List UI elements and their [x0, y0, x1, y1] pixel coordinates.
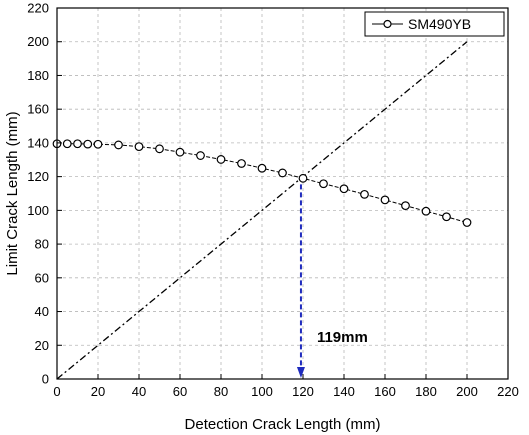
- y-tick-label: 200: [27, 34, 49, 49]
- x-axis-ticks: 0 20 40 60 80 100 120 140 160 180 200 220: [53, 374, 519, 399]
- reference-line: [56, 41, 468, 380]
- y-tick-label: 220: [27, 1, 49, 16]
- x-tick-label: 140: [333, 384, 355, 399]
- x-tick-label: 220: [497, 384, 519, 399]
- data-point: [278, 168, 287, 178]
- data-point: [462, 218, 472, 227]
- data-point: [298, 173, 308, 183]
- y-tick-label: 40: [35, 304, 49, 319]
- data-point: [421, 206, 431, 216]
- data-point: [216, 155, 226, 164]
- y-tick-label: 100: [27, 203, 49, 218]
- data-point: [62, 139, 72, 149]
- y-tick-label: 20: [35, 338, 49, 353]
- y-axis-title: Limit Crack Length (mm): [4, 111, 21, 275]
- x-tick-label: 0: [53, 384, 60, 399]
- data-point: [339, 184, 349, 194]
- x-tick-label: 100: [251, 384, 273, 399]
- y-tick-label: 180: [27, 68, 49, 83]
- data-point: [114, 140, 123, 150]
- y-tick-label: 80: [35, 237, 49, 252]
- data-point: [442, 212, 451, 222]
- plot-frame: [56, 7, 509, 380]
- x-tick-label: 80: [214, 384, 228, 399]
- data-point: [93, 139, 103, 149]
- data-point: [175, 147, 185, 157]
- y-tick-label: 120: [27, 169, 49, 184]
- legend-marker: [383, 19, 392, 29]
- x-tick-label: 60: [173, 384, 187, 399]
- series-markers: [52, 139, 472, 227]
- x-tick-label: 160: [374, 384, 396, 399]
- x-tick-label: 40: [132, 384, 146, 399]
- data-point: [257, 163, 267, 173]
- x-tick-label: 180: [415, 384, 437, 399]
- y-tick-label: 160: [27, 102, 49, 117]
- y-tick-label: 0: [42, 372, 49, 387]
- data-point: [319, 179, 328, 189]
- data-point: [83, 139, 93, 149]
- data-point: [237, 159, 246, 168]
- x-tick-label: 200: [456, 384, 478, 399]
- intersection-arrowhead: [296, 367, 305, 378]
- legend: SM490YB: [364, 11, 505, 37]
- data-point: [134, 142, 144, 152]
- legend-label: SM490YB: [408, 16, 471, 32]
- data-point: [196, 151, 205, 160]
- data-point: [401, 201, 410, 211]
- y-tick-label: 140: [27, 135, 49, 150]
- y-tick-label: 60: [35, 270, 49, 285]
- y-axis-ticks: 0 20 40 60 80 100 120 140 160 180 200 220: [27, 1, 62, 387]
- intersection-label: 119mm: [317, 329, 368, 346]
- data-point: [360, 189, 369, 199]
- grid: [57, 8, 508, 379]
- x-axis-title: Detection Crack Length (mm): [185, 416, 381, 433]
- data-point: [380, 195, 390, 205]
- x-tick-label: 120: [292, 384, 314, 399]
- x-tick-label: 20: [91, 384, 105, 399]
- data-point: [155, 144, 164, 154]
- data-point: [73, 139, 82, 149]
